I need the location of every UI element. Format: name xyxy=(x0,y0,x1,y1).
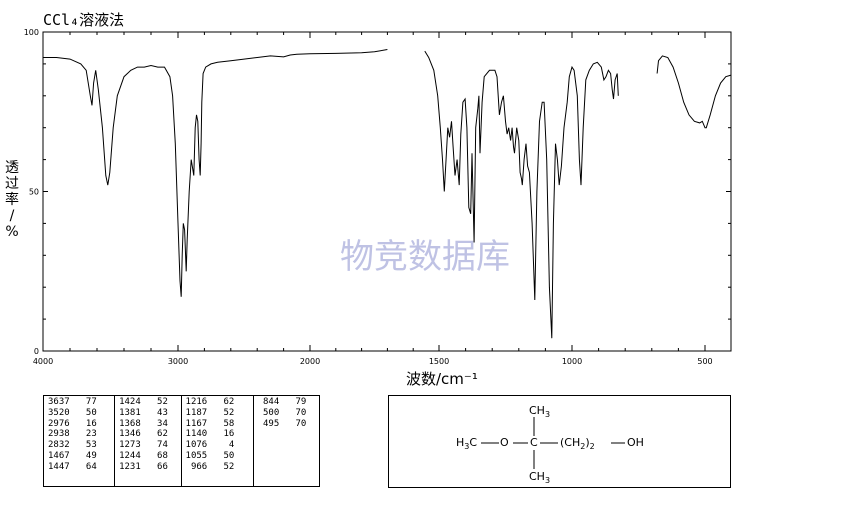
plot-frame xyxy=(42,31,732,352)
ether-oxygen: O xyxy=(500,436,509,449)
peak-table-row: 2976 16 xyxy=(48,418,97,429)
peak-table-row: 1346 62 xyxy=(119,429,168,440)
hydroxyl: OH xyxy=(627,436,644,449)
y-axis-label-char: 过 xyxy=(5,176,19,192)
peak-table-row: 3520 50 xyxy=(48,407,97,418)
x-axis-label: 波数/cm⁻¹ xyxy=(406,370,478,388)
peak-table-row: 966 52 xyxy=(185,461,235,472)
x-tick-label: 3000 xyxy=(168,357,188,366)
y-axis-label-char: % xyxy=(5,224,19,240)
structure-diagram: CH3 H3C O C (CH2)2 OH CH3 xyxy=(388,395,731,488)
y-axis-label-char: 透 xyxy=(5,160,19,176)
peak-table-row: 1076 4 xyxy=(185,440,235,451)
x-tick-label: 2000 xyxy=(300,357,320,366)
spectrum-series xyxy=(43,49,732,339)
peak-table-row: 1231 66 xyxy=(119,461,168,472)
peak-table-column: 1424 52 1381 43 1368 34 1346 62 1273 74 1244 … xyxy=(115,396,182,486)
spectrum-line-segment-3 xyxy=(656,55,732,129)
peak-table-row: 1467 49 xyxy=(48,450,97,461)
peak-table-row: 495 70 xyxy=(257,418,307,429)
structure-bonds xyxy=(481,417,625,469)
peak-table-column: 3637 77 3520 50 2976 16 2938 23 2832 53 1467 … xyxy=(44,396,116,486)
peak-table-row: 844 79 xyxy=(257,397,307,407)
ir-spectrum-plot: 物竞数据库 0 50 100 4000 3000 2000 1500 1000 500 xyxy=(24,28,732,366)
peak-table-row: 2938 23 xyxy=(48,429,97,440)
x-tick-label: 500 xyxy=(697,357,712,366)
y-axis-ticks: 0 50 100 xyxy=(24,28,731,356)
spectrum-line-segment-1 xyxy=(43,49,388,297)
peak-table-row: 1424 52 xyxy=(119,397,168,407)
peak-table: 3637 77 3520 50 2976 16 2938 23 2832 53 1467 … xyxy=(43,395,320,487)
peak-table-row: 1167 58 xyxy=(185,418,235,429)
y-axis-label: 透过率 /% xyxy=(2,160,22,240)
methylene-chain: (CH2)2 xyxy=(560,436,595,452)
peak-table-row: 1381 43 xyxy=(119,407,168,418)
peak-table-row: 1216 62 xyxy=(185,397,235,407)
peak-table-row: 1055 50 xyxy=(185,450,235,461)
peak-table-row: 3637 77 xyxy=(48,397,97,407)
watermark: 物竞数据库 xyxy=(340,237,510,277)
peak-table-row: 1140 16 xyxy=(185,429,235,440)
methyl-bottom: CH3 xyxy=(529,470,551,486)
peak-table-row: 1187 52 xyxy=(185,407,235,418)
methoxy-methyl: H3C xyxy=(456,436,478,452)
x-tick-label: 1500 xyxy=(429,357,449,366)
y-tick-label: 0 xyxy=(34,347,39,356)
peak-table-row: 1273 74 xyxy=(119,440,168,451)
x-tick-label: 4000 xyxy=(33,357,53,366)
y-axis-label-char: / xyxy=(9,208,15,224)
peak-table-row: 1368 34 xyxy=(119,418,168,429)
chart-title: CCl₄溶液法 xyxy=(43,11,125,29)
peak-table-column: 1216 62 1187 52 1167 58 1140 16 1076 4 1055 5… xyxy=(182,396,254,486)
peak-table-column: 844 79 500 70 495 70 xyxy=(254,396,319,486)
peak-table-row: 1447 64 xyxy=(48,461,97,472)
quaternary-carbon: C xyxy=(530,436,538,449)
x-tick-label: 1000 xyxy=(562,357,582,366)
x-axis-ticks: 4000 3000 2000 1500 1000 500 xyxy=(33,32,713,366)
y-tick-label: 100 xyxy=(24,28,39,37)
peak-table-row: 1244 68 xyxy=(119,450,168,461)
y-axis-label-char: 率 xyxy=(5,192,19,208)
peak-table-row: 2832 53 xyxy=(48,440,97,451)
methyl-top: CH3 xyxy=(529,404,551,420)
peak-table-row: 500 70 xyxy=(257,407,307,418)
y-tick-label: 50 xyxy=(29,188,39,197)
spectrum-line-segment-2 xyxy=(424,50,619,339)
